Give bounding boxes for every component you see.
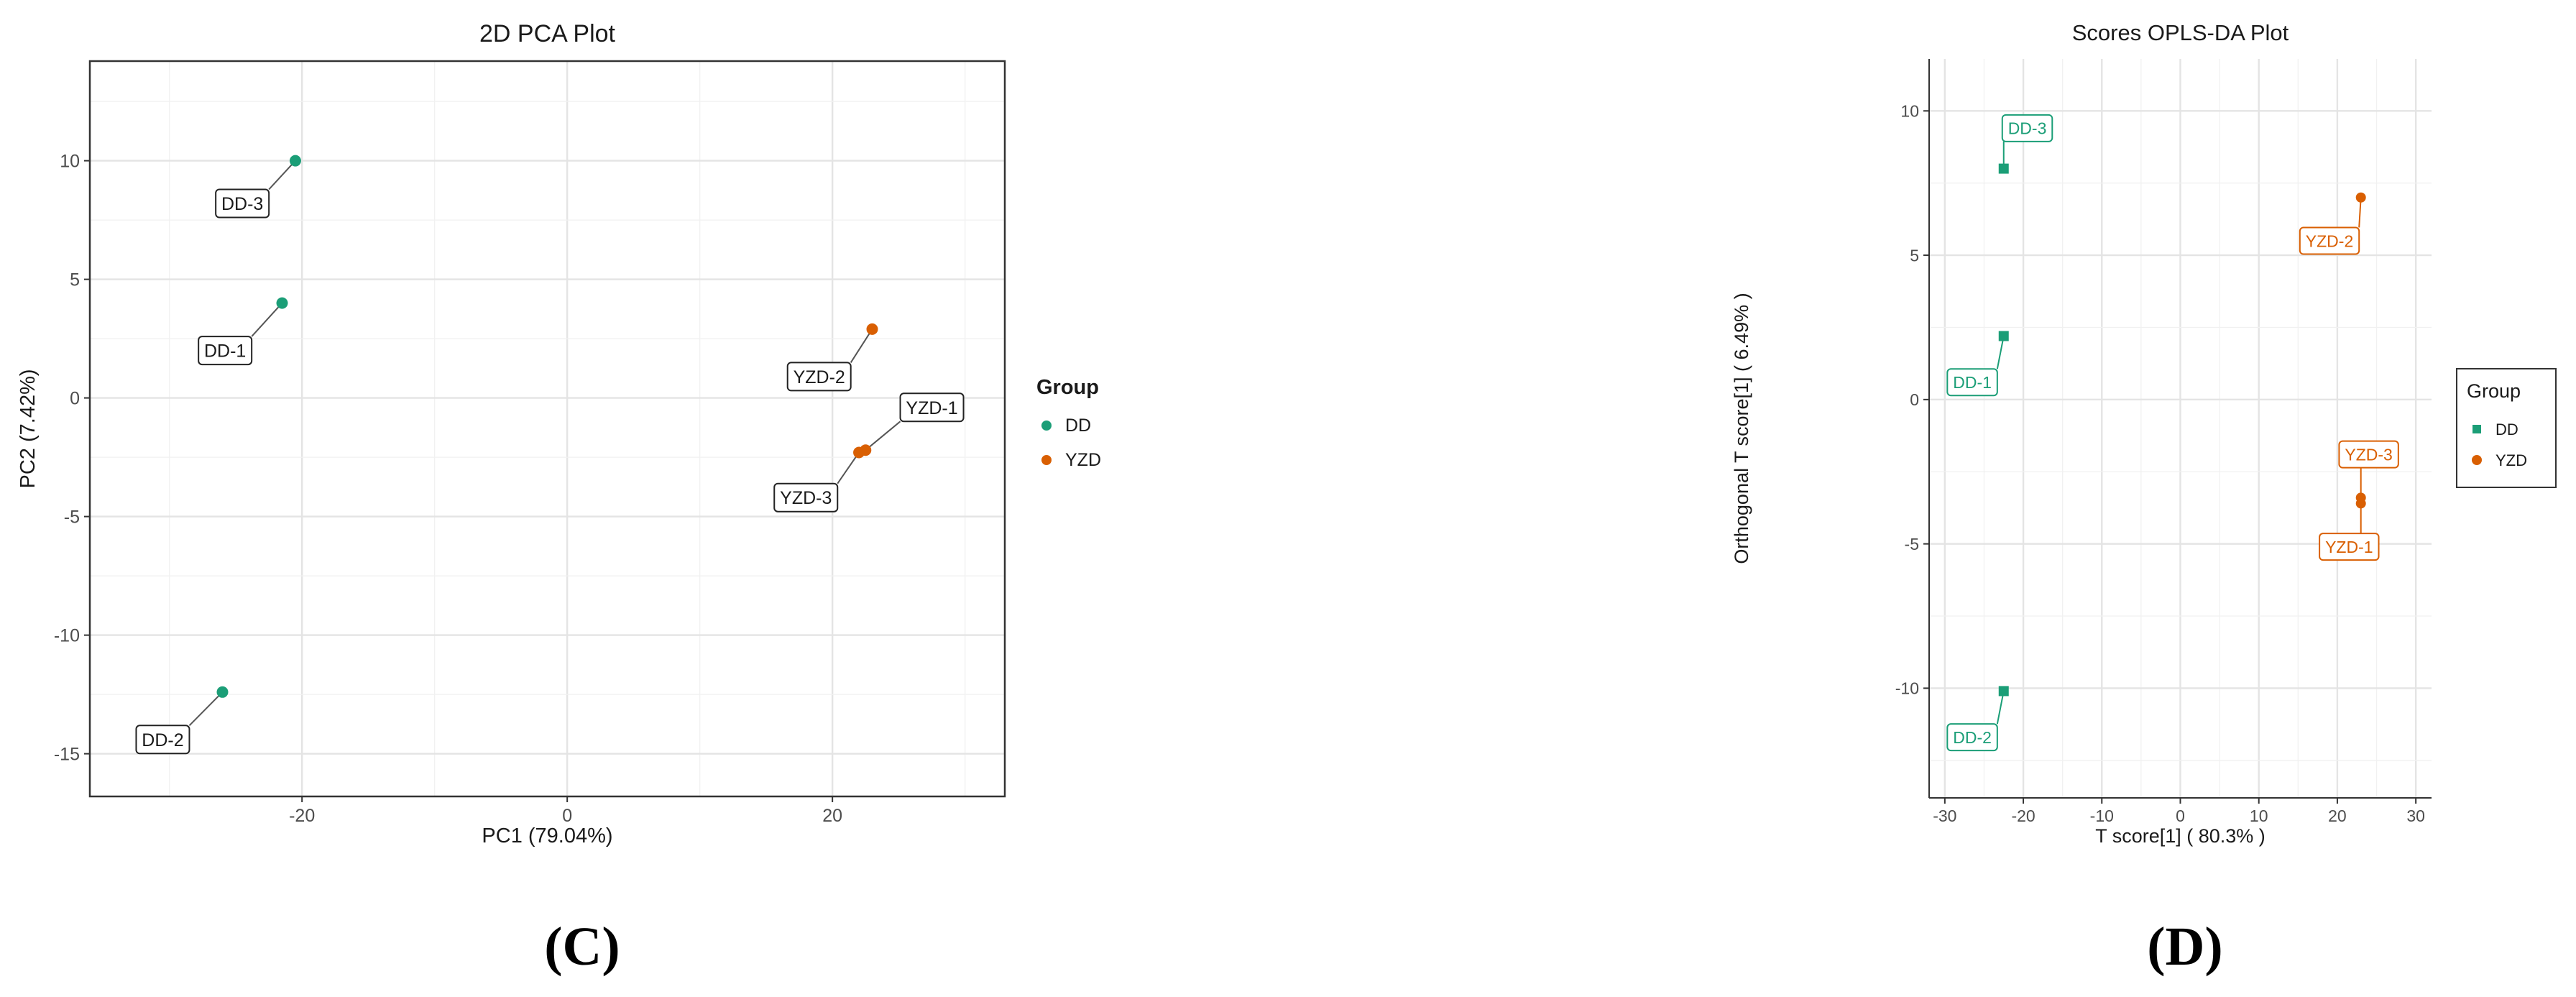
point-label-box-dd-1 xyxy=(1946,368,1998,397)
oplsda-chart: -30 -20 -10 0 10 20 30 -10 -5 0 5 10 DD-1 DD-2 DD-3 YZ… xyxy=(1731,20,2557,847)
point-label-box-yzd-2 xyxy=(786,362,852,392)
point-label-yzd-3: YZD-3 xyxy=(780,488,832,508)
point-label-box-yzd-2 xyxy=(2299,226,2360,255)
point-label-box-dd-2 xyxy=(135,725,190,755)
oplsda-x-tick-label: 0 xyxy=(2176,807,2185,825)
oplsda-y-axis-label: Orthogonal T score[1] ( 6.49% ) xyxy=(1731,293,1752,564)
data-point-dd-1 xyxy=(1998,331,2009,341)
leader-line-dd-3 xyxy=(268,160,296,190)
panel-caption-c: (C) xyxy=(544,916,620,977)
oplsda-ticks: -30 -20 -10 0 10 20 30 -10 -5 0 5 10 xyxy=(1895,102,2425,825)
legend-key-dd xyxy=(1041,421,1052,431)
pca-points: DD-1 DD-2 DD-3 YZD-1 YZD-2 YZD-3 xyxy=(135,155,965,755)
oplsda-x-tick-label: -20 xyxy=(2011,807,2035,825)
pca-ticks: -20 0 20 -15 -10 -5 0 5 10 xyxy=(54,152,842,826)
oplsda-gridlines xyxy=(1929,59,2432,798)
oplsda-x-tick-label: -10 xyxy=(2090,807,2114,825)
data-point-yzd-2 xyxy=(866,323,878,335)
legend-key-dd xyxy=(2472,425,2481,433)
point-label-box-dd-1 xyxy=(198,336,253,366)
oplsda-y-tick-label: 10 xyxy=(1900,102,1919,121)
legend-label-dd: DD xyxy=(1065,415,1091,436)
pca-y-tick-label: -10 xyxy=(54,626,80,646)
pca-y-tick-label: 0 xyxy=(70,389,80,409)
point-label-box-yzd-3 xyxy=(2338,440,2399,469)
leader-line-dd-1 xyxy=(251,302,283,337)
pca-y-tick-label: -15 xyxy=(54,745,80,765)
point-label-box-yzd-1 xyxy=(899,392,965,423)
panel-caption-d: (D) xyxy=(2147,916,2223,977)
pca-plot-background xyxy=(90,61,1005,796)
oplsda-y-tick-label: -10 xyxy=(1895,679,1919,698)
point-label-yzd-3: YZD-3 xyxy=(2345,445,2392,464)
pca-x-axis-label: PC1 (79.04%) xyxy=(482,824,612,847)
leader-line-yzd-2 xyxy=(850,328,873,363)
pca-x-tick-label: 20 xyxy=(822,806,842,826)
data-point-yzd-3 xyxy=(853,446,865,459)
oplsda-x-axis-label: T score[1] ( 80.3% ) xyxy=(2095,825,2266,847)
leader-line-dd-2 xyxy=(188,692,224,727)
pca-legend: Group DD YZD xyxy=(1036,376,1101,470)
pca-legend-title: Group xyxy=(1036,376,1099,399)
point-label-box-yzd-1 xyxy=(2319,533,2380,561)
point-label-yzd-1: YZD-1 xyxy=(906,398,957,418)
point-label-dd-3: DD-3 xyxy=(221,194,263,214)
leader-line-dd-1 xyxy=(1996,336,2005,369)
oplsda-y-tick-label: 5 xyxy=(1910,246,1919,265)
point-label-dd-1: DD-1 xyxy=(204,341,246,362)
data-point-dd-2 xyxy=(1998,686,2009,697)
oplsda-legend-title: Group xyxy=(2467,380,2521,402)
leader-line-yzd-3 xyxy=(837,451,860,484)
pca-y-tick-label: -5 xyxy=(64,507,80,528)
legend-label-dd: DD xyxy=(2496,421,2518,438)
pca-y-tick-label: 5 xyxy=(70,270,80,290)
leader-line-dd-2 xyxy=(1996,691,2005,725)
oplsda-title: Scores OPLS-DA Plot xyxy=(2072,20,2289,45)
pca-title: 2D PCA Plot xyxy=(479,20,616,47)
point-label-dd-2: DD-2 xyxy=(1953,728,1992,747)
leader-line-yzd-1 xyxy=(865,421,901,451)
data-point-dd-3 xyxy=(1998,163,2009,174)
oplsda-x-tick-label: 20 xyxy=(2328,807,2347,825)
oplsda-legend: Group DD YZD xyxy=(2456,368,2557,488)
point-label-box-dd-2 xyxy=(1946,723,1998,752)
data-point-dd-1 xyxy=(276,297,288,309)
pca-panel-border xyxy=(88,60,1006,798)
data-point-dd-3 xyxy=(289,155,301,167)
oplsda-x-tick-label: 10 xyxy=(2250,807,2268,825)
point-label-yzd-1: YZD-1 xyxy=(2325,538,2373,556)
legend-key-yzd xyxy=(2472,455,2482,465)
data-point-dd-2 xyxy=(216,686,229,698)
pca-gridlines xyxy=(90,61,1005,796)
oplsda-points: DD-1 DD-2 DD-3 YZD-1 YZD-2 YZD-3 xyxy=(1946,114,2399,752)
data-point-yzd-2 xyxy=(2355,192,2366,203)
oplsda-x-tick-label: 30 xyxy=(2406,807,2425,825)
point-label-yzd-2: YZD-2 xyxy=(794,367,845,387)
oplsda-x-tick-label: -30 xyxy=(1933,807,1956,825)
point-label-dd-3: DD-3 xyxy=(2008,119,2047,138)
pca-y-axis-label: PC2 (7.42%) xyxy=(17,369,40,488)
point-label-box-dd-3 xyxy=(2001,114,2053,142)
data-point-yzd-3 xyxy=(2355,492,2366,503)
oplsda-y-tick-label: -5 xyxy=(1905,535,1919,553)
legend-key-yzd xyxy=(1041,455,1052,465)
point-label-dd-1: DD-1 xyxy=(1953,373,1992,392)
point-label-dd-2: DD-2 xyxy=(142,730,183,750)
oplsda-y-tick-label: 0 xyxy=(1910,390,1919,409)
pca-x-tick-label: 0 xyxy=(562,806,572,826)
legend-label-yzd: YZD xyxy=(1065,450,1101,470)
point-label-box-yzd-3 xyxy=(773,482,839,513)
pca-x-tick-label: -20 xyxy=(289,806,315,826)
legend-label-yzd: YZD xyxy=(2496,451,2527,469)
pca-y-tick-label: 10 xyxy=(60,152,80,172)
point-label-yzd-2: YZD-2 xyxy=(2306,231,2353,250)
point-label-box-dd-3 xyxy=(215,188,270,219)
